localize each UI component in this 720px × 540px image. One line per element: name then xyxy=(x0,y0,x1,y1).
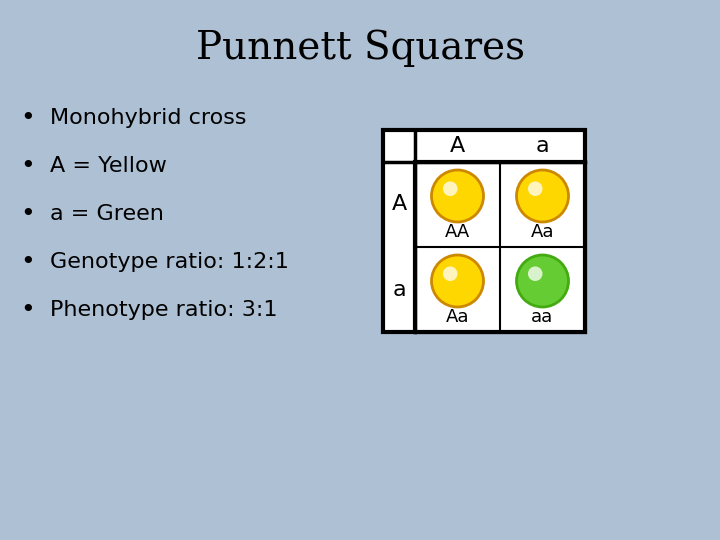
Bar xyxy=(415,162,585,332)
Text: AA: AA xyxy=(445,222,470,241)
Circle shape xyxy=(528,266,542,281)
Text: a: a xyxy=(392,280,406,300)
Text: aa: aa xyxy=(531,308,554,326)
Text: Punnett Squares: Punnett Squares xyxy=(196,29,524,67)
Circle shape xyxy=(443,181,457,196)
Circle shape xyxy=(516,255,569,307)
Text: •: • xyxy=(21,154,35,178)
Text: •: • xyxy=(21,250,35,274)
Text: •: • xyxy=(21,298,35,322)
Circle shape xyxy=(431,170,484,222)
Text: A = Yellow: A = Yellow xyxy=(50,156,167,176)
Text: a = Green: a = Green xyxy=(50,204,164,224)
Text: Genotype ratio: 1:2:1: Genotype ratio: 1:2:1 xyxy=(50,252,289,272)
Text: •: • xyxy=(21,106,35,130)
Text: Monohybrid cross: Monohybrid cross xyxy=(50,108,246,128)
Circle shape xyxy=(528,181,542,196)
Text: Aa: Aa xyxy=(446,308,469,326)
Text: •: • xyxy=(21,202,35,226)
Text: Phenotype ratio: 3:1: Phenotype ratio: 3:1 xyxy=(50,300,277,320)
Bar xyxy=(383,130,585,332)
Text: A: A xyxy=(450,136,465,156)
Circle shape xyxy=(443,266,457,281)
Circle shape xyxy=(431,255,484,307)
Text: Aa: Aa xyxy=(531,222,554,241)
Circle shape xyxy=(516,170,569,222)
Text: a: a xyxy=(536,136,549,156)
Text: A: A xyxy=(392,194,407,214)
